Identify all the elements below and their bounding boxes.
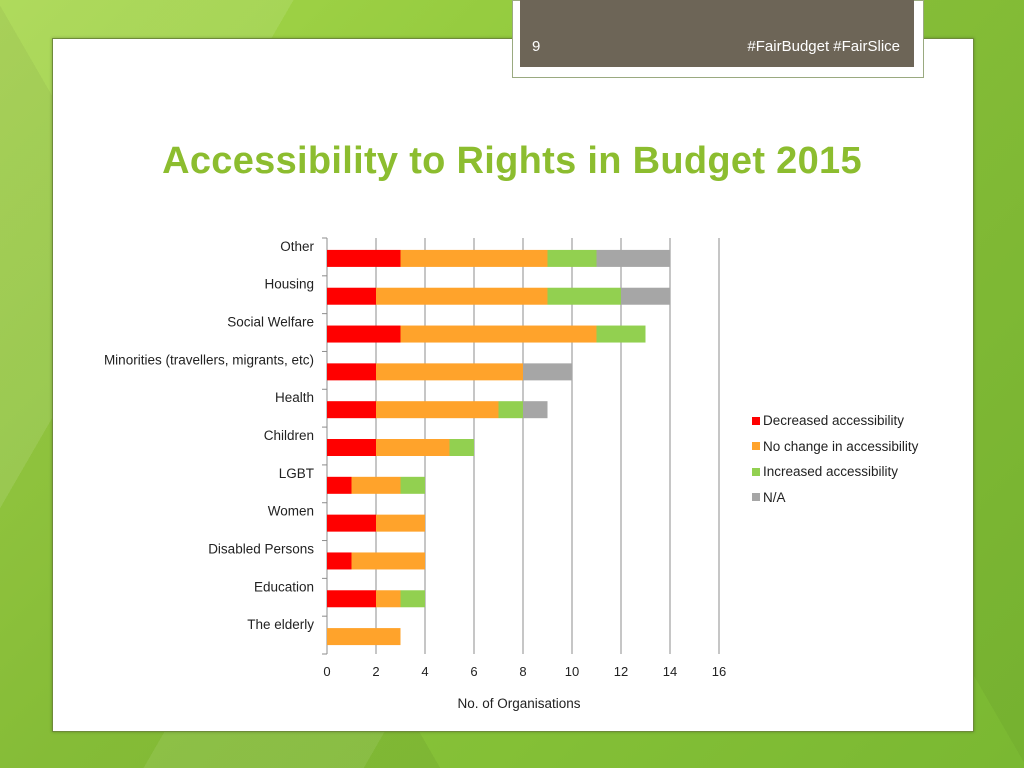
x-tick-label: 8 — [519, 664, 526, 679]
legend-swatch — [752, 416, 760, 425]
bar-segment — [327, 628, 401, 646]
bar-segment — [523, 363, 572, 381]
x-axis-label: No. of Organisations — [457, 696, 580, 711]
bar-segment — [596, 249, 670, 267]
bar-segment — [400, 249, 548, 267]
x-tick-label: 0 — [323, 664, 330, 679]
bar-segment — [327, 287, 376, 305]
legend-swatch — [752, 467, 760, 476]
x-tick-label: 10 — [565, 664, 579, 679]
bar-segment — [376, 287, 548, 305]
legend-label: N/A — [763, 489, 786, 505]
x-tick-label: 12 — [614, 664, 628, 679]
legend-item: Increased accessibility — [752, 459, 918, 485]
category-label: Housing — [264, 277, 314, 292]
bar-segment — [376, 590, 401, 608]
legend-swatch — [752, 442, 760, 451]
bar-segment — [327, 552, 352, 570]
category-label: Minorities (travellers, migrants, etc) — [104, 352, 314, 367]
category-label: Disabled Persons — [208, 541, 314, 556]
x-tick-label: 2 — [372, 664, 379, 679]
bar-segment — [376, 514, 425, 532]
x-tick-label: 14 — [663, 664, 677, 679]
bar-segment — [376, 439, 450, 456]
bar-segment — [327, 476, 352, 494]
category-label: Other — [280, 239, 314, 254]
bar-segment — [351, 476, 401, 494]
bar-segment — [498, 401, 523, 419]
header-bar: 9 #FairBudget #FairSlice — [520, 0, 914, 67]
bar-segment — [327, 249, 401, 267]
legend-item: N/A — [752, 485, 918, 511]
legend-label: Decreased accessibility — [763, 413, 905, 429]
bar-segment — [621, 287, 670, 305]
bar-segment — [327, 439, 376, 456]
bar-segment — [400, 476, 425, 494]
x-tick-label: 4 — [421, 664, 428, 679]
bar-segment — [351, 552, 425, 570]
chart-legend: Decreased accessibility No change in acce… — [752, 408, 918, 510]
x-tick-label: 6 — [470, 664, 477, 679]
bar-segment — [376, 401, 499, 419]
bar-segment — [547, 287, 621, 305]
bar-segment — [523, 401, 548, 419]
slide-title: Accessibility to Rights in Budget 2015 — [162, 140, 862, 182]
legend-swatch — [752, 493, 760, 502]
category-label: Social Welfare — [227, 315, 314, 330]
category-label: Education — [254, 579, 314, 594]
category-label: Health — [275, 390, 314, 405]
bar-segment — [327, 514, 376, 532]
category-label: LGBT — [279, 466, 314, 481]
bar-segment — [327, 590, 376, 608]
category-label: The elderly — [247, 617, 314, 632]
bar-segment — [327, 401, 376, 419]
bar-segment — [547, 249, 597, 267]
legend-label: No change in accessibility — [763, 438, 919, 454]
legend-item: Decreased accessibility — [752, 408, 918, 434]
legend-label: Increased accessibility — [763, 464, 899, 480]
bar-segment — [327, 363, 376, 381]
bar-segment — [596, 325, 646, 343]
bar-segment — [400, 325, 597, 343]
category-label: Children — [264, 428, 314, 443]
bar-segment — [327, 325, 401, 343]
legend-item: No change in accessibility — [752, 434, 918, 460]
slide-canvas — [52, 38, 974, 732]
slide-number: 9 — [532, 38, 541, 55]
bar-segment — [400, 590, 425, 608]
bar-segment — [376, 363, 523, 381]
bar-segment — [449, 439, 474, 456]
category-label: Women — [268, 504, 314, 519]
x-tick-label: 16 — [712, 664, 726, 679]
hashtags: #FairBudget #FairSlice — [747, 38, 900, 55]
